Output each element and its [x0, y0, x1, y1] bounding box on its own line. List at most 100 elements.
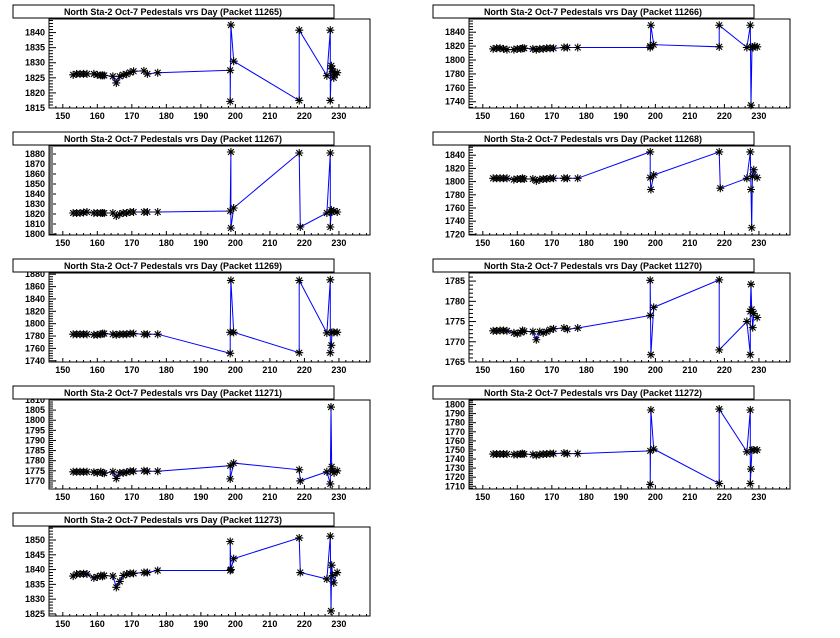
- data-point-marker: [549, 44, 558, 53]
- data-point-marker: [108, 330, 117, 339]
- data-point-marker: [746, 280, 755, 289]
- data-point-marker: [143, 467, 152, 476]
- y-tick-label: 1820: [25, 306, 45, 316]
- data-point-marker: [115, 577, 124, 586]
- data-point-marker: [153, 330, 162, 339]
- data-point-marker: [649, 445, 658, 454]
- data-point-marker: [748, 323, 757, 332]
- x-tick-label: 190: [613, 492, 628, 502]
- y-tick-label: 1720: [445, 229, 465, 239]
- y-tick-label: 1860: [25, 282, 45, 292]
- data-point-marker: [295, 96, 304, 105]
- plot-frame: [48, 272, 371, 363]
- x-tick-label: 160: [510, 365, 525, 375]
- y-tick-label: 1780: [25, 331, 45, 341]
- data-point-marker: [295, 348, 304, 357]
- data-point-marker: [746, 479, 755, 488]
- data-point-marker: [229, 554, 238, 563]
- title-box: [12, 4, 335, 19]
- data-point-marker: [328, 67, 337, 76]
- data-point-marker: [333, 568, 342, 577]
- data-point-marker: [226, 97, 235, 106]
- y-tick-label: 1780: [445, 418, 465, 428]
- data-point-marker: [327, 206, 336, 214]
- chart-panel: 150 160 170 180 190 200 210 220 2301800181018201…: [12, 131, 371, 248]
- x-tick-label: 180: [579, 365, 594, 375]
- y-tick-label: 1830: [25, 58, 45, 68]
- y-tick-label: 1790: [25, 435, 45, 445]
- chart-title: North Sta-2 Oct-7 Pedestals vrs Day (Pac…: [64, 261, 282, 271]
- x-tick-label: 220: [717, 111, 732, 121]
- y-tick-label: 1780: [445, 296, 465, 306]
- data-point-marker: [742, 174, 751, 183]
- x-tick-label: 170: [544, 492, 559, 502]
- data-point-marker: [108, 209, 117, 217]
- y-tick-label: 1800: [25, 415, 45, 425]
- data-point-marker: [502, 450, 511, 459]
- data-point-marker: [69, 70, 78, 79]
- data-point-marker: [226, 349, 235, 358]
- y-tick-label: 1835: [25, 43, 45, 53]
- y-tick-label: 1750: [445, 445, 465, 455]
- y-tick-label: 1800: [25, 229, 45, 239]
- chart-panel: 150 160 170 180 190 200 210 220 230 1720 1740 1760 1…: [432, 131, 791, 248]
- data-point-marker: [112, 78, 121, 87]
- x-tick-label: 200: [648, 492, 663, 502]
- plot-frame: [468, 145, 791, 236]
- chart-title: North Sta-2 Oct-7 Pedestals vrs Day (Pac…: [64, 388, 282, 398]
- data-point-marker: [646, 147, 655, 156]
- x-tick-label: 190: [193, 238, 208, 248]
- y-tick-label: 1760: [25, 343, 45, 353]
- data-point-marker: [226, 21, 235, 30]
- data-point-marker: [749, 309, 758, 318]
- data-point-marker: [122, 209, 131, 217]
- data-point-marker: [573, 43, 582, 52]
- x-tick-label: 200: [228, 619, 243, 629]
- data-point-marker: [327, 61, 336, 70]
- data-point-marker: [322, 328, 331, 337]
- data-point-marker: [226, 224, 235, 232]
- y-tick-label: 1775: [25, 466, 45, 476]
- data-point-marker: [93, 468, 102, 477]
- x-tick-label: 170: [124, 492, 139, 502]
- x-tick-label: 150: [475, 365, 490, 375]
- data-point-marker: [532, 45, 541, 54]
- data-point-marker: [226, 207, 235, 215]
- data-point-marker: [139, 66, 148, 75]
- data-point-marker: [226, 474, 235, 483]
- data-point-marker: [143, 568, 152, 577]
- y-tick-label: 1780: [445, 190, 465, 200]
- data-point-marker: [646, 276, 655, 285]
- x-tick-label: 200: [228, 111, 243, 121]
- data-point-marker: [329, 207, 338, 215]
- data-point-marker: [549, 324, 558, 333]
- data-point-marker: [742, 43, 751, 52]
- x-tick-label: 200: [228, 365, 243, 375]
- x-tick-label: 170: [544, 365, 559, 375]
- y-tick-label: 1840: [25, 565, 45, 575]
- data-point-marker: [539, 328, 548, 337]
- data-point-marker: [322, 71, 331, 80]
- chart-panel: 150 160 170 180 190 200 210 220 230 1740 1760 1780 1…: [432, 4, 791, 121]
- y-tick-label: 1850: [25, 535, 45, 545]
- data-point-marker: [747, 223, 756, 232]
- data-point-marker: [326, 275, 335, 284]
- x-tick-label: 180: [159, 111, 174, 121]
- x-tick-label: 180: [159, 492, 174, 502]
- x-tick-label: 210: [262, 111, 277, 121]
- data-point-marker: [509, 45, 518, 54]
- data-point-marker: [742, 447, 751, 456]
- data-point-marker: [333, 208, 342, 216]
- data-point-marker: [528, 327, 537, 336]
- x-tick-label: 210: [682, 111, 697, 121]
- data-point-marker: [646, 311, 655, 320]
- x-tick-label: 210: [262, 365, 277, 375]
- title-box: [432, 4, 755, 19]
- y-tick-label: 1880: [25, 149, 45, 159]
- y-tick-label: 1845: [25, 550, 45, 560]
- x-tick-label: 170: [544, 111, 559, 121]
- data-point-marker: [746, 21, 755, 30]
- x-tick-label: 220: [297, 492, 312, 502]
- data-point-marker: [646, 21, 655, 30]
